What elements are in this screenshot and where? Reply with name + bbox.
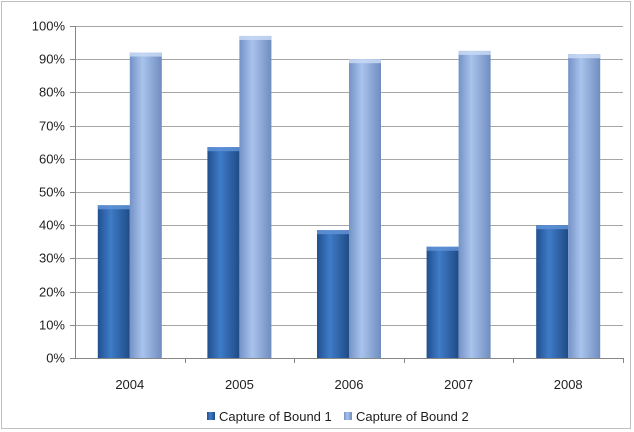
legend-item-1: Capture of Bound 1 — [207, 409, 332, 424]
bar-cap — [239, 35, 272, 40]
bar-cap — [207, 147, 240, 152]
y-tick-label: 70% — [39, 119, 65, 134]
bar-1-2004 — [97, 205, 130, 358]
bar-2-2004 — [129, 52, 162, 359]
x-axis-labels: 2004 2005 2006 2007 2008 — [115, 377, 582, 392]
bar-1-2008 — [536, 225, 569, 358]
legend: Capture of Bound 1 Capture of Bound 2 — [207, 409, 469, 424]
bar-cap — [426, 246, 459, 251]
y-tick-label: 30% — [39, 251, 65, 266]
bar-cap — [458, 50, 491, 55]
legend-swatch — [344, 412, 352, 420]
y-axis-labels: 0% 10% 20% 30% 40% 50% 60% 70% 80% 90% 100% — [32, 19, 66, 366]
axis-layer — [70, 26, 624, 363]
y-tick-label: 100% — [32, 19, 66, 34]
bar-body — [349, 59, 381, 358]
y-tick-label: 50% — [39, 185, 65, 200]
x-tick-label: 2004 — [115, 377, 144, 392]
bar-1-2005 — [207, 147, 240, 358]
bar-cap — [568, 54, 601, 59]
legend-swatch — [207, 412, 215, 420]
x-tick-label: 2005 — [225, 377, 254, 392]
bar-cap — [317, 230, 349, 235]
legend-label: Capture of Bound 2 — [356, 409, 469, 424]
x-tick-label: 2007 — [444, 377, 473, 392]
bar-2-2005 — [239, 35, 272, 359]
y-tick-label: 60% — [39, 152, 65, 167]
legend-label: Capture of Bound 1 — [219, 409, 332, 424]
bar-body — [426, 246, 459, 358]
bar-cap — [536, 225, 569, 230]
y-tick-label: 10% — [39, 318, 65, 333]
bar-body — [129, 52, 162, 359]
x-tick-label: 2006 — [335, 377, 364, 392]
bar-body — [317, 230, 349, 358]
x-tick-label: 2008 — [554, 377, 583, 392]
bar-cap — [97, 205, 130, 210]
bar-2-2007 — [458, 50, 491, 359]
bars-layer — [97, 35, 601, 359]
y-tick-label: 40% — [39, 218, 65, 233]
bar-body — [239, 35, 272, 359]
bar-cap — [349, 59, 381, 64]
bar-1-2007 — [426, 246, 459, 358]
y-tick-label: 80% — [39, 85, 65, 100]
bar-cap — [129, 52, 162, 57]
y-tick-label: 0% — [46, 351, 65, 366]
bar-body — [568, 54, 601, 358]
bar-body — [536, 225, 569, 358]
y-tick-label: 20% — [39, 285, 65, 300]
legend-item-2: Capture of Bound 2 — [344, 409, 469, 424]
bar-body — [458, 50, 491, 359]
bar-body — [97, 205, 130, 358]
bar-body — [207, 147, 240, 358]
bar-1-2006 — [317, 230, 349, 358]
bar-2-2008 — [568, 54, 601, 358]
bar-2-2006 — [349, 59, 381, 358]
y-tick-label: 90% — [39, 52, 65, 67]
